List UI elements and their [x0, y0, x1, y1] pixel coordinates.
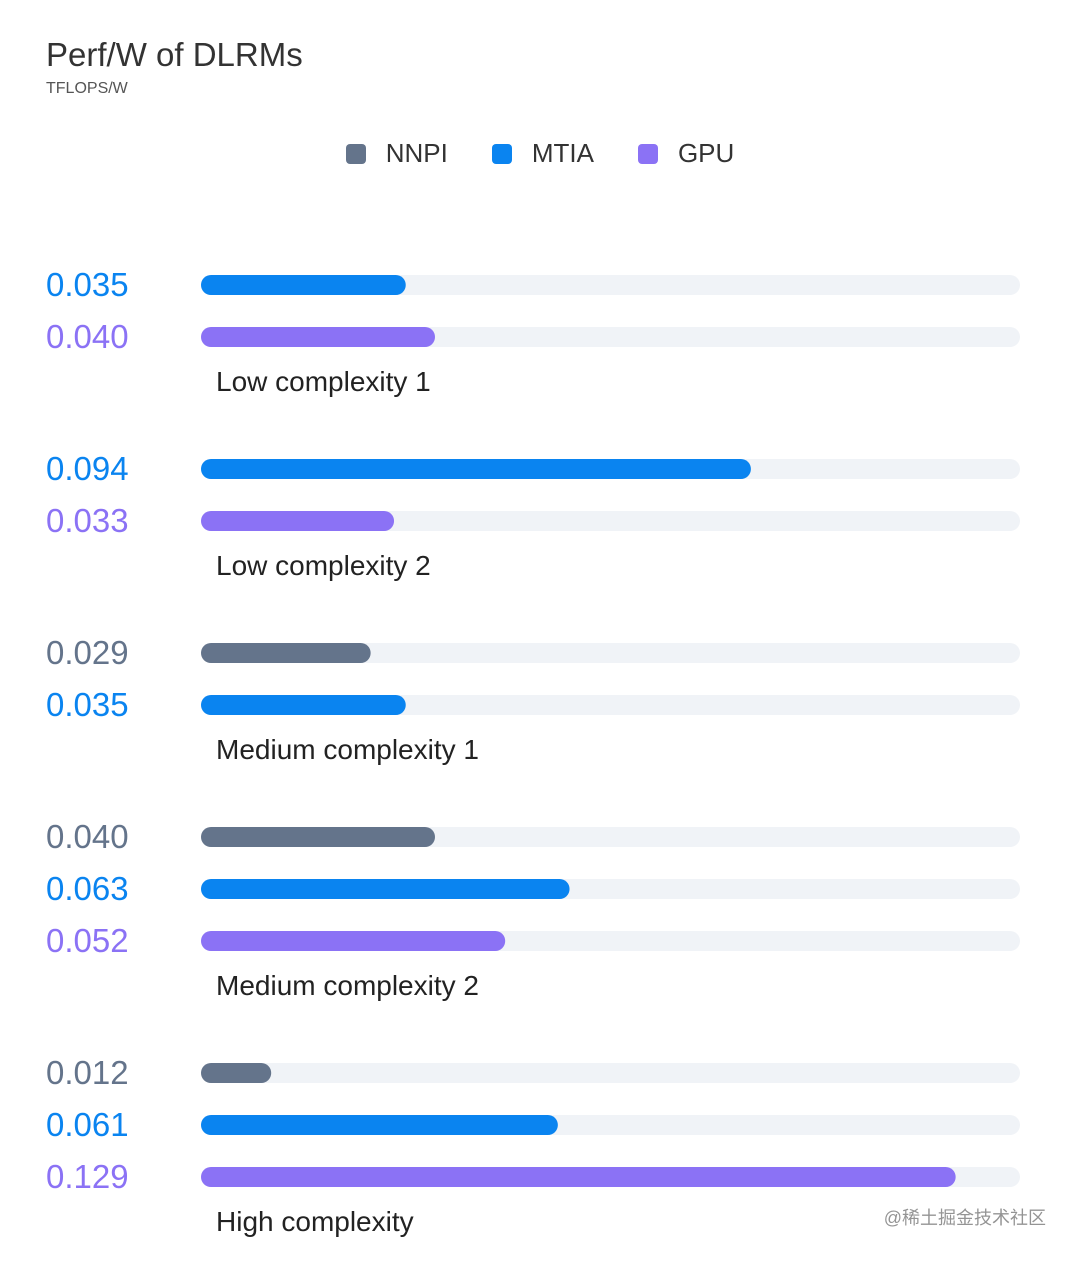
legend-swatch-mtia: [491, 143, 512, 164]
bar-nnpi: [201, 1063, 272, 1083]
value-label: 0.063: [46, 870, 129, 907]
legend-swatch-gpu: [637, 143, 658, 164]
bar-gpu: [201, 511, 395, 531]
value-label: 0.052: [46, 922, 129, 959]
category-label: Low complexity 2: [216, 550, 431, 581]
watermark: @稀土掘金技术社区: [883, 1208, 1046, 1228]
legend-item-gpu: GPU: [637, 138, 735, 169]
bar-mtia: [201, 879, 570, 899]
bar-gpu: [201, 931, 506, 951]
chart-subtitle: TFLOPS/W: [46, 80, 128, 97]
legend-item-mtia: MTIA: [491, 138, 594, 169]
value-label: 0.012: [46, 1054, 129, 1091]
bar-nnpi: [201, 827, 435, 847]
category-label: High complexity: [216, 1206, 414, 1237]
bar-gpu: [201, 1167, 956, 1187]
value-label: 0.029: [46, 634, 129, 671]
value-label: 0.035: [46, 266, 129, 303]
bar-mtia: [201, 459, 751, 479]
bar-mtia: [201, 1115, 558, 1135]
bar-track: [201, 275, 1020, 295]
legend-item-nnpi: NNPI: [345, 138, 448, 169]
value-label: 0.061: [46, 1106, 129, 1143]
bar-track: [201, 1063, 1020, 1083]
category-label: Medium complexity 2: [216, 970, 479, 1001]
value-label: 0.040: [46, 318, 129, 355]
bar-track: [201, 511, 1020, 531]
legend-label-nnpi: NNPI: [385, 138, 448, 168]
bar-track: [201, 695, 1020, 715]
legend-swatch-nnpi: [345, 143, 366, 164]
category-label: Medium complexity 1: [216, 734, 479, 765]
value-label: 0.129: [46, 1158, 129, 1195]
value-label: 0.040: [46, 818, 129, 855]
value-label: 0.035: [46, 686, 129, 723]
legend-label-gpu: GPU: [677, 138, 735, 168]
bar-track: [201, 643, 1020, 663]
value-label: 0.094: [46, 450, 129, 487]
chart-legend: NNPI MTIA GPU: [0, 138, 1080, 169]
bar-gpu: [201, 327, 435, 347]
bar-mtia: [201, 275, 406, 295]
legend-label-mtia: MTIA: [531, 138, 594, 168]
chart-title: Perf/W of DLRMs: [46, 36, 303, 73]
value-label: 0.033: [46, 502, 129, 539]
bar-nnpi: [201, 643, 371, 663]
bar-mtia: [201, 695, 406, 715]
category-label: Low complexity 1: [216, 366, 431, 397]
